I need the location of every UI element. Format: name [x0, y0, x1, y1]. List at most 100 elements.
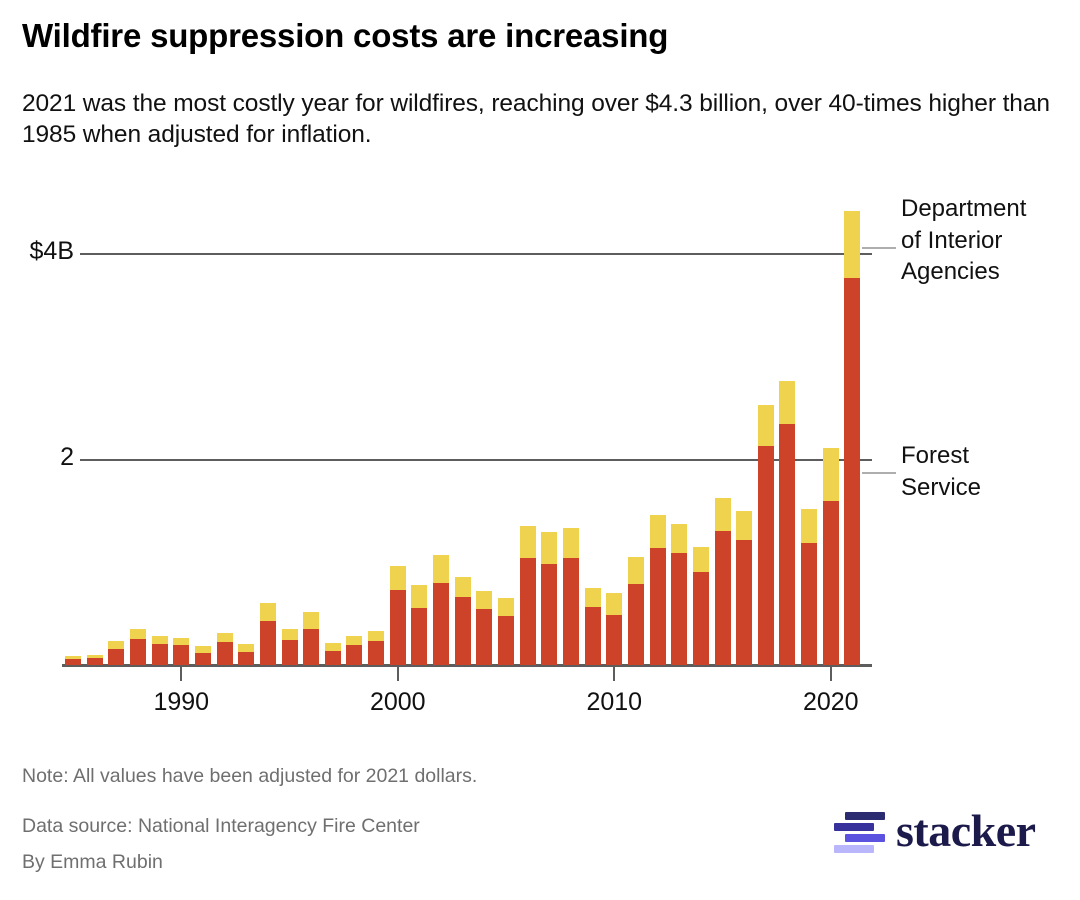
bar-1989[interactable]	[151, 636, 168, 665]
logo-bar-4	[834, 845, 874, 853]
bar-segment-interior	[433, 554, 450, 583]
bar-2006[interactable]	[519, 525, 536, 665]
bar-segment-forest-service	[216, 642, 233, 665]
bar-segment-forest-service	[584, 607, 601, 665]
bar-segment-forest-service	[281, 640, 298, 665]
x-axis-tick	[829, 667, 832, 681]
bar-segment-interior	[714, 498, 731, 532]
bar-segment-forest-service	[801, 543, 818, 665]
bar-2015[interactable]	[714, 498, 731, 665]
bar-1992[interactable]	[216, 633, 233, 665]
bar-segment-forest-service	[498, 615, 514, 665]
bar-segment-forest-service	[411, 608, 428, 665]
bar-1997[interactable]	[324, 643, 341, 665]
bar-2003[interactable]	[454, 577, 471, 665]
bar-1988[interactable]	[129, 628, 146, 665]
bar-segment-interior	[822, 447, 839, 502]
bar-2011[interactable]	[627, 556, 644, 665]
bar-segment-forest-service	[86, 657, 103, 665]
bar-segment-forest-service	[238, 651, 255, 665]
bar-segment-interior	[562, 528, 579, 558]
bar-2019[interactable]	[801, 509, 818, 665]
bar-segment-interior	[216, 633, 233, 643]
bar-1987[interactable]	[108, 641, 125, 665]
bar-segment-forest-service	[454, 597, 471, 665]
bar-segment-forest-service	[519, 557, 536, 665]
bar-1993[interactable]	[238, 644, 255, 665]
bar-2012[interactable]	[649, 514, 666, 665]
bar-2008[interactable]	[562, 528, 579, 665]
bar-segment-interior	[151, 636, 168, 645]
bar-2002[interactable]	[433, 554, 450, 665]
bar-2020[interactable]	[822, 447, 839, 665]
bar-segment-interior	[65, 655, 81, 659]
bar-segment-forest-service	[714, 531, 731, 665]
bar-segment-interior	[108, 641, 125, 649]
bar-1998[interactable]	[346, 636, 363, 665]
bar-segment-forest-service	[129, 639, 146, 665]
bar-segment-forest-service	[346, 645, 363, 665]
bar-segment-interior	[86, 654, 103, 658]
y-axis-tick-label: 2	[60, 443, 74, 471]
bar-segment-forest-service	[822, 501, 839, 665]
bar-segment-interior	[368, 631, 385, 642]
bar-segment-interior	[779, 380, 796, 424]
bar-2017[interactable]	[757, 405, 774, 665]
bar-2013[interactable]	[671, 523, 688, 665]
page-subtitle: 2021 was the most costly year for wildfi…	[22, 90, 1050, 149]
bar-segment-interior	[476, 590, 493, 610]
bar-1999[interactable]	[368, 631, 385, 665]
bar-segment-forest-service	[259, 620, 276, 665]
bar-segment-interior	[259, 603, 276, 621]
bar-segment-forest-service	[649, 547, 666, 665]
logo-bar-1	[845, 812, 885, 820]
bar-segment-interior	[173, 638, 190, 646]
bar-1986[interactable]	[86, 654, 103, 665]
bar-segment-forest-service	[151, 644, 168, 665]
bar-segment-interior	[238, 644, 255, 652]
bar-2007[interactable]	[541, 532, 558, 665]
bar-2014[interactable]	[692, 546, 709, 665]
bar-segment-forest-service	[692, 572, 709, 665]
bar-2016[interactable]	[736, 510, 753, 666]
x-axis-baseline	[62, 664, 872, 667]
bar-segment-forest-service	[108, 648, 125, 665]
bar-segment-forest-service	[627, 583, 644, 665]
bar-1994[interactable]	[259, 603, 276, 665]
stacker-logo[interactable]: stacker	[834, 805, 1064, 862]
bar-segment-interior	[801, 509, 818, 544]
bar-2004[interactable]	[476, 590, 493, 665]
bar-segment-interior	[584, 587, 601, 608]
stacker-mark-icon	[834, 810, 886, 854]
bar-1995[interactable]	[281, 628, 298, 665]
bar-2005[interactable]	[498, 598, 514, 665]
gridline-2	[80, 459, 872, 461]
bar-2009[interactable]	[584, 587, 601, 665]
bar-segment-interior	[303, 612, 320, 629]
bar-2010[interactable]	[606, 592, 623, 665]
bar-2021[interactable]	[844, 210, 861, 665]
bar-segment-interior	[606, 592, 623, 615]
bar-1985[interactable]	[65, 655, 81, 665]
bar-2000[interactable]	[389, 566, 406, 665]
bar-segment-forest-service	[324, 650, 341, 665]
bar-segment-interior	[757, 405, 774, 446]
bar-segment-interior	[671, 523, 688, 553]
bar-segment-interior	[844, 210, 861, 278]
bar-2018[interactable]	[779, 380, 796, 665]
bar-segment-forest-service	[736, 540, 753, 665]
bar-1996[interactable]	[303, 612, 320, 665]
gridline-4B	[80, 253, 872, 255]
bar-1990[interactable]	[173, 638, 190, 665]
bar-segment-interior	[389, 566, 406, 590]
bar-segment-interior	[346, 636, 363, 646]
bar-segment-forest-service	[671, 552, 688, 665]
bar-segment-interior	[498, 598, 514, 616]
chart-byline: By Emma Rubin	[22, 851, 163, 873]
bar-segment-forest-service	[476, 609, 493, 665]
bar-segment-forest-service	[562, 557, 579, 665]
bar-1991[interactable]	[194, 646, 211, 665]
bar-2001[interactable]	[411, 584, 428, 665]
